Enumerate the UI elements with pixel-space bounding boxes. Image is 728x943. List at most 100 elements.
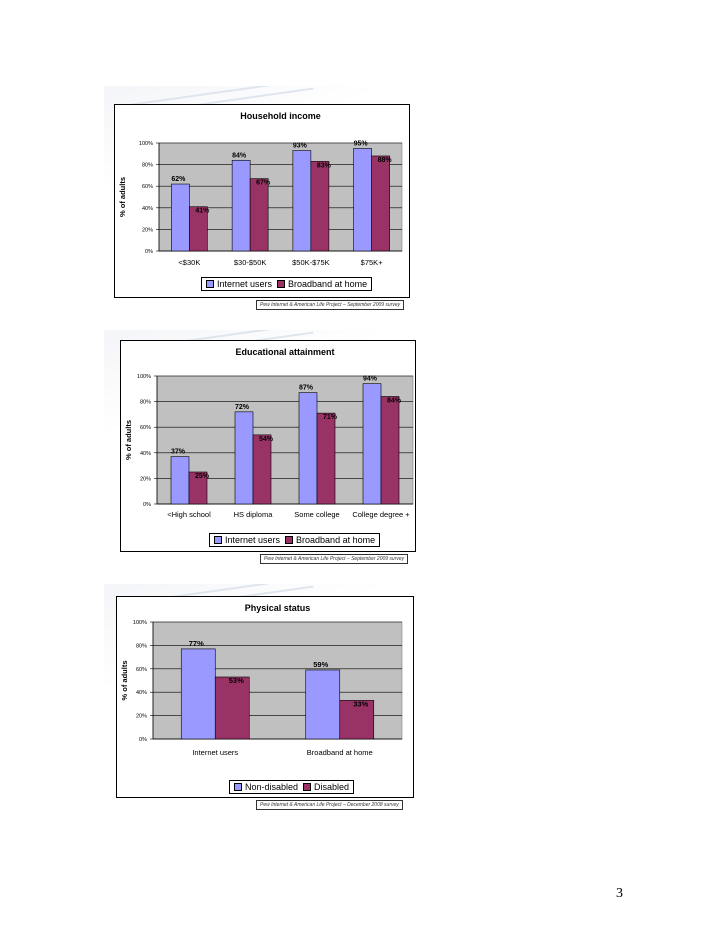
y-tick-label: 40% bbox=[140, 451, 151, 457]
slide-physical-status: Physical status 0% 20% 40% 60% 80% 100% % of ad… bbox=[104, 584, 420, 822]
data-label: 93% bbox=[293, 143, 308, 150]
y-tick-label: 60% bbox=[140, 425, 151, 431]
data-label: 54% bbox=[259, 436, 274, 443]
legend-swatch-broadband bbox=[285, 536, 294, 544]
data-label: 72% bbox=[235, 404, 250, 411]
chart-physical-status: Physical status 0% 20% 40% 60% 80% 100% % of ad… bbox=[116, 596, 414, 798]
y-tick-label: 0% bbox=[139, 737, 147, 743]
y-tick-label: 20% bbox=[140, 476, 151, 482]
legend-label: Non-disabled bbox=[245, 782, 299, 792]
y-tick-label: 40% bbox=[136, 690, 147, 696]
data-label: 41% bbox=[195, 208, 210, 215]
y-tick-label: 60% bbox=[136, 667, 147, 673]
data-label: 88% bbox=[378, 157, 393, 164]
source-note: Pew Internet & American Life Project – D… bbox=[256, 800, 403, 810]
data-label: 67% bbox=[256, 180, 271, 187]
bar bbox=[234, 411, 254, 505]
category-label: College degree + bbox=[352, 510, 410, 519]
category-label: Internet users bbox=[192, 748, 238, 757]
chart-legend: Internet users Broadband at home bbox=[201, 277, 373, 291]
chart-legend: Non-disabled Disabled bbox=[229, 780, 355, 794]
data-label: 33% bbox=[353, 699, 368, 708]
category-label: Some college bbox=[294, 510, 339, 519]
legend-swatch-non-disabled bbox=[234, 783, 242, 791]
y-axis-label: % of adults bbox=[118, 177, 127, 217]
data-label: 83% bbox=[317, 162, 332, 169]
bar bbox=[339, 700, 375, 740]
data-label: 84% bbox=[387, 397, 402, 404]
bar bbox=[214, 676, 250, 740]
chart-educational-attainment: Educational attainment 0% 20% 40% 60% 80% 100%… bbox=[120, 340, 416, 552]
legend-swatch-internet bbox=[206, 280, 214, 288]
data-label: 71% bbox=[323, 414, 338, 421]
chart-title: Educational attainment bbox=[235, 347, 334, 357]
bar bbox=[189, 206, 208, 252]
bar bbox=[371, 155, 390, 252]
source-note: Pew Internet & American Life Project – S… bbox=[256, 300, 405, 310]
legend-swatch-internet bbox=[214, 536, 222, 544]
y-axis-label: % of adults bbox=[124, 420, 133, 460]
bar bbox=[298, 392, 318, 505]
bar bbox=[305, 669, 341, 740]
data-label: 87% bbox=[299, 385, 314, 392]
y-tick-label: 0% bbox=[143, 502, 151, 508]
data-label: 95% bbox=[354, 140, 369, 147]
data-label: 94% bbox=[363, 376, 378, 383]
data-label: 59% bbox=[313, 660, 328, 669]
category-label: $30-$50K bbox=[234, 258, 267, 267]
legend-swatch-disabled bbox=[303, 783, 312, 791]
data-label: 84% bbox=[232, 152, 247, 159]
legend-label: Broadband at home bbox=[288, 279, 368, 289]
data-label: 62% bbox=[171, 176, 186, 183]
y-tick-label: 100% bbox=[139, 141, 153, 147]
bar bbox=[316, 412, 336, 505]
bar bbox=[292, 150, 312, 252]
category-label: $50K-$75K bbox=[292, 258, 330, 267]
bar bbox=[380, 396, 400, 505]
slide-educational-attainment: Educational attainment 0% 20% 40% 60% 80% 100%… bbox=[104, 330, 420, 568]
chart-svg: Educational attainment 0% 20% 40% 60% 80% 100%… bbox=[124, 347, 414, 519]
category-label: $75K+ bbox=[361, 258, 384, 267]
legend-label: Disabled bbox=[314, 782, 350, 792]
legend-swatch-broadband bbox=[277, 280, 286, 288]
chart-title: Household income bbox=[240, 111, 321, 121]
legend-label: Broadband at home bbox=[296, 535, 376, 545]
chart-legend: Internet users Broadband at home bbox=[209, 533, 381, 547]
category-label: <High school bbox=[167, 510, 211, 519]
category-label: HS diploma bbox=[234, 510, 274, 519]
y-tick-label: 60% bbox=[142, 184, 153, 190]
bar bbox=[171, 183, 190, 252]
bar bbox=[310, 161, 330, 252]
bar bbox=[231, 159, 251, 252]
data-label: 77% bbox=[189, 639, 204, 648]
bar bbox=[362, 383, 382, 505]
chart-svg: Household income 0% 20% 40% 60% 80% 100% % of a… bbox=[118, 111, 403, 267]
y-axis-label: % of adults bbox=[120, 660, 129, 700]
legend-label: Internet users bbox=[225, 535, 281, 545]
category-label: <$30K bbox=[178, 258, 200, 267]
y-tick-label: 0% bbox=[145, 249, 153, 255]
category-label: Broadband at home bbox=[307, 748, 373, 757]
bar bbox=[249, 178, 269, 252]
y-tick-label: 100% bbox=[133, 620, 147, 626]
data-label: 53% bbox=[229, 676, 244, 685]
chart-svg: Physical status 0% 20% 40% 60% 80% 100% % of ad… bbox=[120, 603, 403, 757]
y-tick-label: 100% bbox=[137, 374, 151, 380]
y-tick-label: 40% bbox=[142, 206, 153, 212]
y-tick-label: 20% bbox=[136, 714, 147, 720]
y-tick-label: 20% bbox=[142, 227, 153, 233]
y-tick-label: 80% bbox=[140, 400, 151, 406]
legend-label: Internet users bbox=[217, 279, 273, 289]
y-tick-label: 80% bbox=[142, 163, 153, 169]
chart-household-income: Household income 0% 20% 40% 60% 80% 100% % of a… bbox=[114, 104, 410, 298]
data-label: 25% bbox=[195, 473, 210, 480]
bar bbox=[252, 434, 272, 505]
bar bbox=[188, 471, 208, 505]
y-tick-label: 80% bbox=[136, 643, 147, 649]
bar bbox=[353, 148, 372, 252]
bar bbox=[180, 648, 216, 740]
bar bbox=[170, 456, 190, 505]
chart-title: Physical status bbox=[245, 603, 311, 613]
page-number: 3 bbox=[616, 886, 623, 901]
data-label: 37% bbox=[171, 449, 186, 456]
